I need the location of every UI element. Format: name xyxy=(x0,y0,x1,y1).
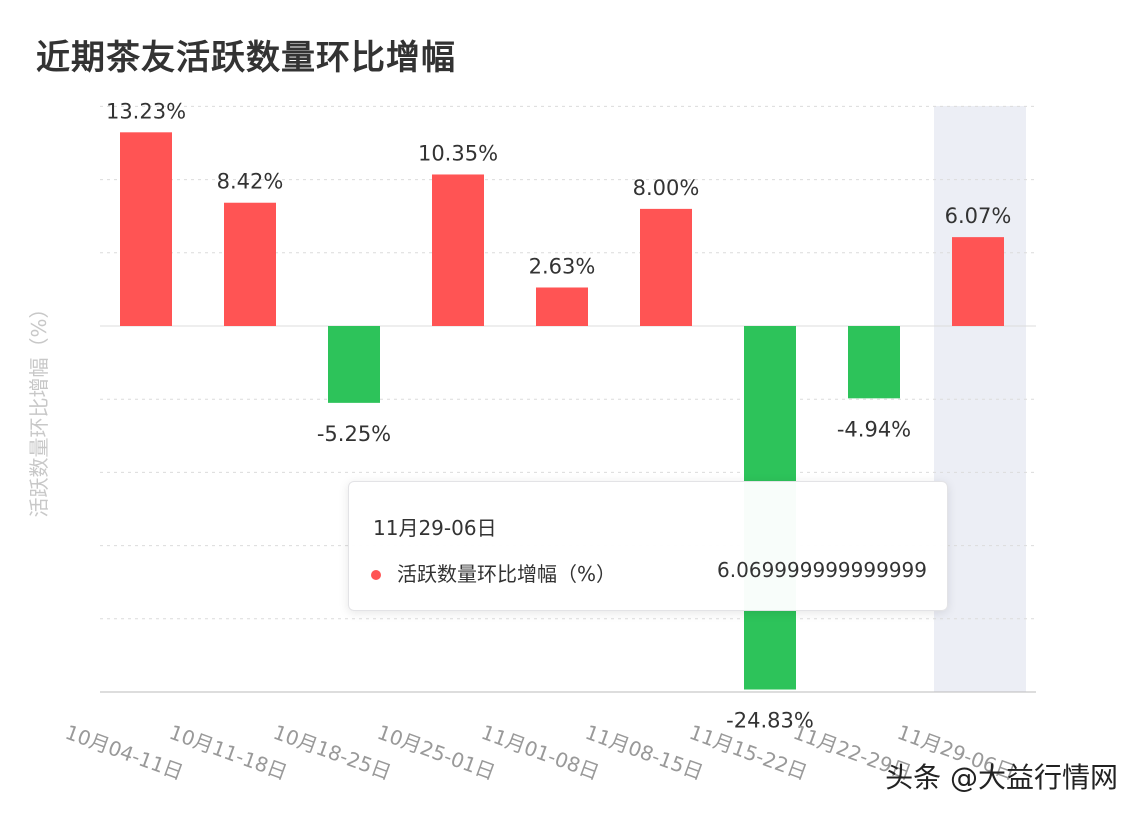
bar[interactable] xyxy=(536,287,588,326)
tooltip-value: 6.069999999999999 xyxy=(717,558,927,582)
bar[interactable] xyxy=(952,237,1004,326)
bar[interactable] xyxy=(848,326,900,399)
data-label: 8.00% xyxy=(633,176,700,200)
tooltip-series-label: 活跃数量环比增幅（%） xyxy=(397,562,617,586)
data-label: 6.07% xyxy=(945,204,1012,228)
data-label: 8.42% xyxy=(217,170,284,194)
tooltip: 11月29-06日 活跃数量环比增幅（%） 6.069999999999999 xyxy=(348,481,948,611)
data-label: -5.25% xyxy=(317,422,391,446)
bar[interactable] xyxy=(432,174,484,326)
tooltip-title: 11月29-06日 xyxy=(373,516,497,540)
tooltip-series-dot xyxy=(371,570,381,580)
data-label: -24.83% xyxy=(726,709,814,733)
x-tick-label: 11月08-15日 xyxy=(582,720,706,785)
chart-title: 近期茶友活跃数量环比增幅 xyxy=(36,38,456,78)
bar[interactable] xyxy=(120,132,172,326)
bar[interactable] xyxy=(328,326,380,403)
x-tick-label: 10月25-01日 xyxy=(374,720,498,785)
x-tick-label: 10月18-25日 xyxy=(270,720,394,785)
x-tick-label: 11月01-08日 xyxy=(478,720,602,785)
data-label: -4.94% xyxy=(837,417,911,441)
x-tick-label: 10月11-18日 xyxy=(166,720,290,785)
x-tick-label: 10月04-11日 xyxy=(62,720,186,785)
data-label: 2.63% xyxy=(529,254,596,278)
y-axis-label: 活跃数量环比增幅（%） xyxy=(27,298,51,517)
watermark: 头条 @大益行情网 xyxy=(885,761,1118,794)
data-label: 13.23% xyxy=(106,99,186,123)
bar[interactable] xyxy=(640,208,692,326)
bar[interactable] xyxy=(224,202,276,326)
data-label: 10.35% xyxy=(418,141,498,165)
